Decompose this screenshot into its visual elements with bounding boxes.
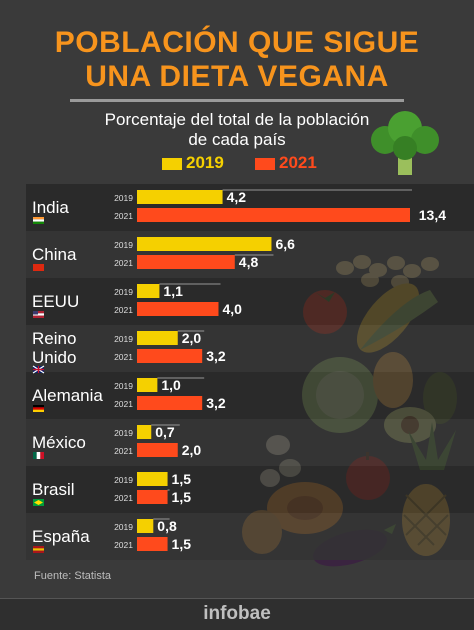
row-band: [26, 372, 474, 419]
year-label: 2021: [114, 493, 133, 503]
mexico-flag-icon: [33, 452, 44, 459]
value-label: 0,7: [155, 424, 175, 440]
year-label: 2021: [114, 352, 133, 362]
year-label: 2019: [114, 475, 133, 485]
title-divider: [70, 99, 404, 102]
bar-2019: [137, 284, 160, 298]
legend-swatch-2021: [255, 158, 275, 170]
bar-2021: [137, 443, 178, 457]
footer-bar: [0, 598, 474, 630]
brand-logo: infobae: [203, 603, 271, 624]
category-label: México: [32, 433, 86, 452]
value-label: 4,2: [227, 189, 247, 205]
chart-subtitle-line2: de cada país: [188, 130, 286, 149]
bar-2021: [137, 255, 235, 269]
svg-text:España: España: [32, 527, 90, 546]
broccoli-image: [371, 111, 439, 175]
category-label: Brasil: [32, 480, 75, 499]
svg-text:Alemania: Alemania: [32, 386, 103, 405]
chart-title-line1: POBLACIÓN QUE SIGUE: [54, 26, 420, 59]
row-band: [26, 513, 474, 560]
year-label: 2021: [114, 258, 133, 268]
value-label: 0,8: [157, 518, 177, 534]
bar-2019: [137, 472, 168, 486]
legend-label-2019: 2019: [186, 153, 224, 172]
svg-text:México: México: [32, 433, 86, 452]
value-label: 1,1: [163, 283, 183, 299]
svg-text:India: India: [32, 198, 69, 217]
category-label: India: [32, 198, 69, 217]
value-label: 4,0: [222, 301, 242, 317]
spain-flag-icon: [33, 546, 44, 553]
svg-text:China: China: [32, 245, 77, 264]
year-label: 2021: [114, 211, 133, 221]
bar-2019: [137, 519, 154, 533]
category-label: China: [32, 245, 77, 264]
row-band: [26, 325, 474, 372]
category-label: EEUU: [32, 292, 79, 311]
bar-2021: [137, 396, 203, 410]
year-label: 2019: [114, 287, 133, 297]
svg-text:Reino: Reino: [32, 329, 76, 348]
china-flag-icon: [33, 264, 44, 271]
row-bands: [26, 184, 474, 560]
category-label: Alemania: [32, 386, 103, 405]
row-band: [26, 466, 474, 513]
row-band: [26, 419, 474, 466]
bar-2021: [137, 490, 168, 504]
bar-2019: [137, 425, 152, 439]
value-label: 3,2: [206, 395, 226, 411]
bar-2019: [137, 331, 178, 345]
brazil-flag-icon: [33, 499, 44, 506]
year-label: 2019: [114, 193, 133, 203]
value-label: 2,0: [182, 330, 202, 346]
bar-2019: [137, 378, 158, 392]
year-label: 2021: [114, 399, 133, 409]
value-label: 1,5: [172, 489, 192, 505]
chart-title-line2: UNA DIETA VEGANA: [85, 60, 389, 93]
bar-2021: [137, 349, 203, 363]
svg-text:EEUU: EEUU: [32, 292, 79, 311]
source-note: Fuente: Statista: [34, 570, 112, 582]
uk-flag-icon: [32, 365, 45, 374]
year-label: 2019: [114, 240, 133, 250]
bar-2019: [137, 190, 223, 204]
chart-subtitle-line1: Porcentaje del total de la población: [104, 110, 370, 129]
value-label: 1,5: [172, 536, 192, 552]
india-flag-icon: [33, 217, 44, 224]
value-label: 4,8: [239, 254, 259, 270]
bar-2021: [137, 208, 410, 222]
year-label: 2019: [114, 522, 133, 532]
value-label: 1,5: [172, 471, 192, 487]
year-label: 2019: [114, 381, 133, 391]
year-label: 2021: [114, 305, 133, 315]
category-label: España: [32, 527, 90, 546]
legend-swatch-2019: [162, 158, 182, 170]
bar-2019: [137, 237, 272, 251]
svg-text:Brasil: Brasil: [32, 480, 75, 499]
germany-flag-icon: [33, 405, 44, 412]
row-band: [26, 184, 474, 231]
value-label: 3,2: [206, 348, 226, 364]
year-label: 2021: [114, 540, 133, 550]
year-label: 2019: [114, 334, 133, 344]
row-band: [26, 278, 474, 325]
year-label: 2021: [114, 446, 133, 456]
value-label: 1,0: [161, 377, 181, 393]
bar-2021: [137, 302, 219, 316]
value-label: 13,4: [419, 207, 446, 223]
svg-text:Unido: Unido: [32, 348, 76, 367]
bar-2021: [137, 537, 168, 551]
usa-flag-icon: [33, 311, 44, 318]
legend-label-2021: 2021: [279, 153, 317, 172]
year-label: 2019: [114, 428, 133, 438]
value-label: 2,0: [182, 442, 202, 458]
value-label: 6,6: [275, 236, 295, 252]
